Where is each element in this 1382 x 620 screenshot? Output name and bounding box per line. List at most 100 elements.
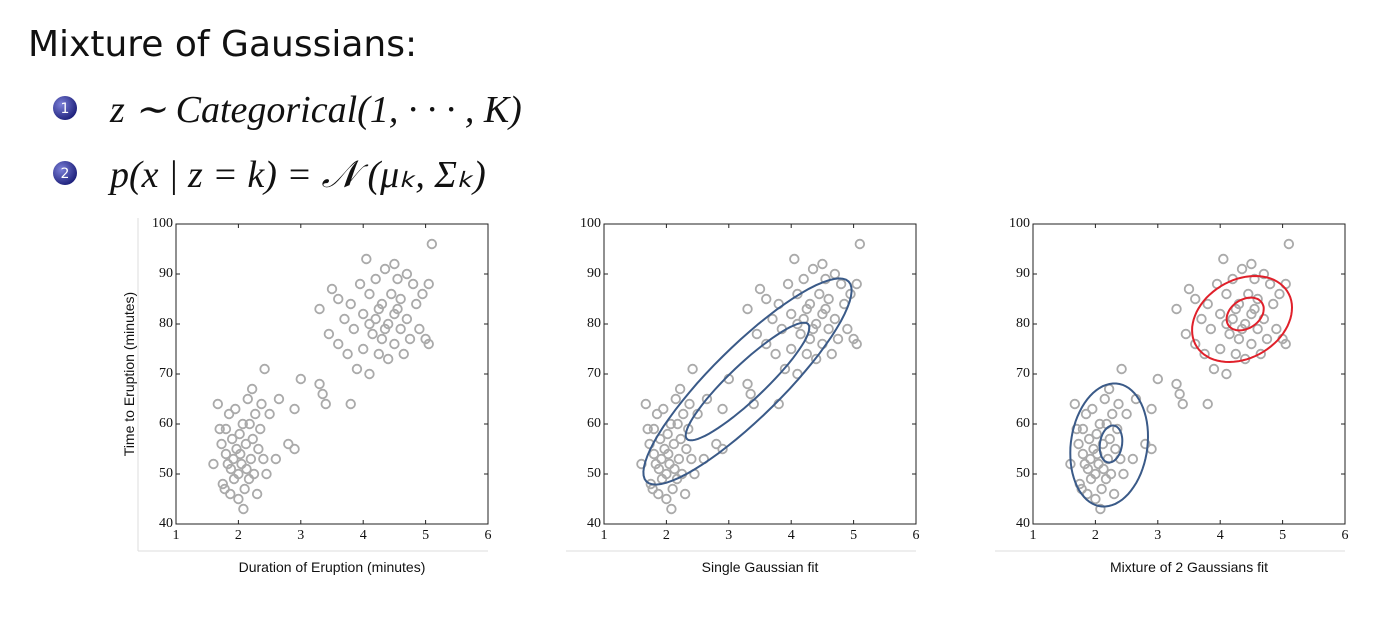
data-point [237,418,248,430]
data-point [248,468,260,480]
data-point [392,303,403,315]
data-point [225,463,237,475]
data-point [742,378,753,390]
data-point [208,458,219,470]
y-tick-label: 70 [587,366,601,381]
data-point [1083,433,1095,445]
data-point [1214,308,1226,320]
data-point [1221,288,1232,300]
x-tick-label: 3 [1154,528,1161,543]
data-point [401,268,413,280]
data-point [1255,348,1266,360]
data-point [1108,488,1120,500]
y-tick-label: 70 [1016,366,1030,381]
data-point [426,238,438,250]
y-tick-label: 40 [587,516,601,531]
data-point [1069,398,1081,410]
x-tick-label: 2 [1092,528,1099,543]
data-point [404,333,416,345]
data-point [1202,298,1213,310]
data-point [392,273,403,285]
data-point [1077,448,1089,460]
data-point [395,323,406,335]
data-point [1221,368,1232,380]
data-point [289,443,300,455]
slide-title: Mixture of Gaussians: [28,24,417,65]
x-tick-label: 6 [913,528,920,543]
data-point [1258,268,1270,280]
data-point [1190,293,1201,305]
data-point [648,448,660,460]
gaussian-contour [684,321,811,442]
x-tick-label: 2 [663,528,670,543]
data-point [407,278,419,290]
data-point [348,323,360,335]
data-point [823,323,834,335]
data-point [333,338,344,350]
data-point [801,348,813,360]
data-point [761,338,772,350]
data-point [364,368,375,380]
data-point [261,468,272,480]
y-tick-label: 100 [152,216,173,231]
data-point [247,433,258,445]
bullet-number: 2 [61,166,70,182]
data-point [742,303,753,315]
data-point [751,328,763,340]
data-point [253,443,264,455]
data-point [230,403,241,415]
bullet-number: 1 [61,101,70,117]
data-point [1249,303,1260,315]
data-point [246,383,258,395]
y-tick-label: 80 [1016,316,1030,331]
data-point [289,403,300,415]
data-point [1090,468,1101,480]
y-tick-label: 60 [159,416,173,431]
data-point [256,398,267,410]
data-point [669,463,680,475]
data-point [320,398,331,410]
data-point [314,303,325,315]
data-point [364,318,375,330]
data-point [711,438,722,450]
x-tick-label: 1 [601,528,608,543]
data-point [245,453,257,465]
data-point [241,463,252,475]
data-point [358,308,369,320]
data-point [264,408,275,420]
data-point [1202,398,1213,410]
y-tick-label: 50 [1016,466,1030,481]
data-point [745,388,756,400]
data-point [801,303,813,315]
data-point [1230,303,1242,315]
data-point [326,283,338,295]
data-point [323,328,335,340]
data-point [1246,258,1257,270]
data-point [361,253,372,265]
data-point [1177,398,1188,410]
data-point [212,398,224,410]
data-point [679,488,691,500]
data-point [842,323,853,335]
data-point [681,443,692,455]
x-tick-label: 5 [1279,528,1286,543]
y-tick-label: 50 [587,466,601,481]
data-point [389,258,400,270]
data-point [1077,423,1089,435]
data-point [640,398,652,410]
data-point [1085,453,1096,465]
y-tick-label: 100 [580,216,601,231]
data-point [317,388,328,400]
data-point [810,353,822,365]
data-point [240,438,252,450]
data-point [663,448,674,460]
x-tick-label: 3 [297,528,304,543]
data-point [223,408,235,420]
data-point [217,478,229,490]
y-tick-label: 40 [159,516,173,531]
data-point [1252,323,1263,335]
y-tick-label: 80 [587,316,601,331]
data-point [814,288,825,300]
data-point [1196,313,1207,325]
